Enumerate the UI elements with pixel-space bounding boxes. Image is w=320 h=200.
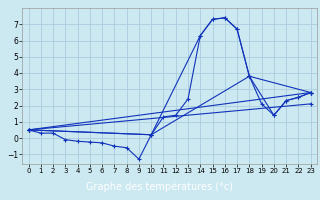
- Text: Graphe des températures (°c): Graphe des températures (°c): [86, 182, 234, 192]
